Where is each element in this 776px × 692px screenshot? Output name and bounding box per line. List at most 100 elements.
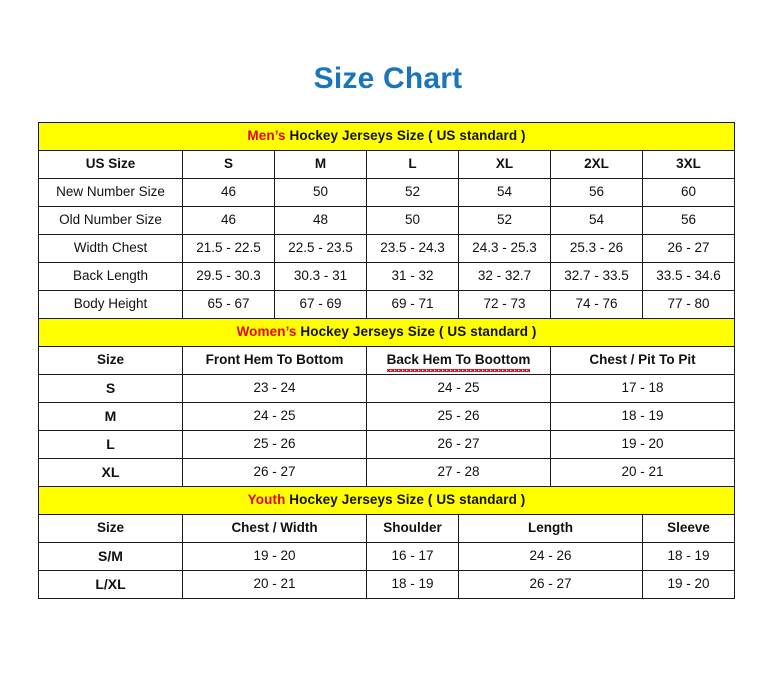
- table-row: Old Number Size 46 48 50 52 54 56: [38, 206, 736, 235]
- mens-cell-3-4: 32.7 - 33.5: [550, 262, 643, 291]
- mens-cell-1-4: 54: [550, 206, 643, 235]
- mens-cell-4-1: 67 - 69: [274, 290, 367, 319]
- mens-cell-4-5: 77 - 80: [641, 290, 736, 319]
- mens-col-header-3: L: [366, 150, 459, 179]
- youth-banner-rest: Hockey Jerseys Size ( US standard ): [285, 492, 526, 508]
- womens-cell-3-0: 26 - 27: [182, 458, 367, 487]
- mens-cell-0-3: 54: [458, 178, 551, 207]
- womens-cell-0-1: 24 - 25: [366, 374, 551, 403]
- youth-column-header-row: Size Chest / Width Shoulder Length Sleev…: [38, 514, 736, 543]
- table-row: Body Height 65 - 67 67 - 69 69 - 71 72 -…: [38, 290, 736, 319]
- mens-cell-2-4: 25.3 - 26: [550, 234, 643, 263]
- mens-cell-0-2: 52: [366, 178, 459, 207]
- womens-cell-3-1: 27 - 28: [366, 458, 551, 487]
- mens-col-header-5: 2XL: [550, 150, 643, 179]
- mens-row-label-1: Old Number Size: [38, 206, 183, 235]
- table-row: New Number Size 46 50 52 54 56 60: [38, 178, 736, 207]
- womens-row-label-2: L: [38, 430, 183, 459]
- size-chart-table: Men’s Hockey Jerseys Size ( US standard …: [37, 122, 736, 599]
- youth-banner-row: Youth Hockey Jerseys Size ( US standard …: [37, 486, 736, 515]
- mens-cell-0-0: 46: [182, 178, 275, 207]
- womens-banner-row: Women’s Hockey Jerseys Size ( US standar…: [37, 318, 736, 347]
- mens-cell-1-3: 52: [458, 206, 551, 235]
- table-row: S/M 19 - 20 16 - 17 24 - 26 18 - 19: [38, 542, 736, 571]
- mens-cell-3-0: 29.5 - 30.3: [182, 262, 275, 291]
- youth-row-label-0: S/M: [38, 542, 183, 571]
- womens-cell-1-2: 18 - 19: [549, 402, 736, 431]
- mens-cell-0-5: 60: [641, 178, 736, 207]
- mens-banner-row: Men’s Hockey Jerseys Size ( US standard …: [37, 122, 736, 151]
- mens-cell-2-1: 22.5 - 23.5: [274, 234, 367, 263]
- youth-col-header-3: Length: [458, 514, 643, 543]
- mens-cell-3-5: 33.5 - 34.6: [641, 262, 736, 291]
- womens-cell-0-0: 23 - 24: [182, 374, 367, 403]
- youth-cell-0-0: 19 - 20: [182, 542, 367, 571]
- mens-cell-0-4: 56: [550, 178, 643, 207]
- mens-column-header-row: US Size S M L XL 2XL 3XL: [38, 150, 736, 179]
- table-row: Back Length 29.5 - 30.3 30.3 - 31 31 - 3…: [38, 262, 736, 291]
- mens-banner-accent: Men’s: [247, 128, 286, 144]
- mens-col-header-0: US Size: [38, 150, 183, 179]
- mens-col-header-6: 3XL: [641, 150, 736, 179]
- mens-row-label-2: Width Chest: [38, 234, 183, 263]
- womens-col-header-2: Back Hem To Boottom: [366, 346, 551, 375]
- womens-row-label-1: M: [38, 402, 183, 431]
- mens-cell-3-1: 30.3 - 31: [274, 262, 367, 291]
- mens-row-label-4: Body Height: [38, 290, 183, 319]
- womens-banner-accent: Women’s: [236, 324, 297, 340]
- womens-col-header-3: Chest / Pit To Pit: [549, 346, 736, 375]
- mens-cell-4-2: 69 - 71: [366, 290, 459, 319]
- page-title: Size Chart: [313, 62, 463, 95]
- table-row: L/XL 20 - 21 18 - 19 26 - 27 19 - 20: [38, 570, 736, 599]
- womens-banner-rest: Hockey Jerseys Size ( US standard ): [296, 324, 537, 340]
- womens-cell-2-2: 19 - 20: [549, 430, 736, 459]
- womens-cell-0-2: 17 - 18: [549, 374, 736, 403]
- mens-cell-3-3: 32 - 32.7: [458, 262, 551, 291]
- table-row: L 25 - 26 26 - 27 19 - 20: [38, 430, 736, 459]
- womens-col-header-0: Size: [38, 346, 183, 375]
- youth-cell-0-2: 24 - 26: [458, 542, 643, 571]
- table-row: S 23 - 24 24 - 25 17 - 18: [38, 374, 736, 403]
- youth-cell-1-2: 26 - 27: [458, 570, 643, 599]
- mens-cell-4-4: 74 - 76: [550, 290, 643, 319]
- mens-col-header-1: S: [182, 150, 275, 179]
- mens-col-header-4: XL: [458, 150, 551, 179]
- youth-col-header-4: Sleeve: [641, 514, 736, 543]
- table-row: Width Chest 21.5 - 22.5 22.5 - 23.5 23.5…: [38, 234, 736, 263]
- womens-cell-2-0: 25 - 26: [182, 430, 367, 459]
- mens-col-header-2: M: [274, 150, 367, 179]
- size-chart-table-wrapper: Men’s Hockey Jerseys Size ( US standard …: [37, 122, 736, 599]
- youth-banner-accent: Youth: [247, 492, 286, 508]
- mens-cell-2-3: 24.3 - 25.3: [458, 234, 551, 263]
- youth-section-banner: Youth Hockey Jerseys Size ( US standard …: [37, 486, 736, 515]
- womens-cell-2-1: 26 - 27: [366, 430, 551, 459]
- size-chart-body: Men’s Hockey Jerseys Size ( US standard …: [37, 122, 736, 599]
- mens-banner-rest: Hockey Jerseys Size ( US standard ): [285, 128, 526, 144]
- mens-cell-1-1: 48: [274, 206, 367, 235]
- mens-cell-3-2: 31 - 32: [366, 262, 459, 291]
- table-row: M 24 - 25 25 - 26 18 - 19: [38, 402, 736, 431]
- mens-section-banner: Men’s Hockey Jerseys Size ( US standard …: [37, 122, 736, 151]
- youth-cell-0-3: 18 - 19: [641, 542, 736, 571]
- mens-cell-1-2: 50: [366, 206, 459, 235]
- mens-row-label-0: New Number Size: [38, 178, 183, 207]
- mens-cell-1-5: 56: [641, 206, 736, 235]
- youth-col-header-2: Shoulder: [366, 514, 459, 543]
- youth-col-header-1: Chest / Width: [182, 514, 367, 543]
- womens-section-banner: Women’s Hockey Jerseys Size ( US standar…: [37, 318, 736, 347]
- youth-cell-1-3: 19 - 20: [641, 570, 736, 599]
- womens-column-header-row: Size Front Hem To Bottom Back Hem To Boo…: [38, 346, 736, 375]
- table-row: XL 26 - 27 27 - 28 20 - 21: [38, 458, 736, 487]
- youth-cell-1-0: 20 - 21: [182, 570, 367, 599]
- mens-cell-2-5: 26 - 27: [641, 234, 736, 263]
- mens-cell-0-1: 50: [274, 178, 367, 207]
- womens-cell-1-0: 24 - 25: [182, 402, 367, 431]
- mens-cell-1-0: 46: [182, 206, 275, 235]
- mens-row-label-3: Back Length: [38, 262, 183, 291]
- womens-row-label-0: S: [38, 374, 183, 403]
- womens-cell-1-1: 25 - 26: [366, 402, 551, 431]
- misspelled-text: Back Hem To Boottom: [386, 352, 531, 372]
- youth-row-label-1: L/XL: [38, 570, 183, 599]
- mens-cell-4-0: 65 - 67: [182, 290, 275, 319]
